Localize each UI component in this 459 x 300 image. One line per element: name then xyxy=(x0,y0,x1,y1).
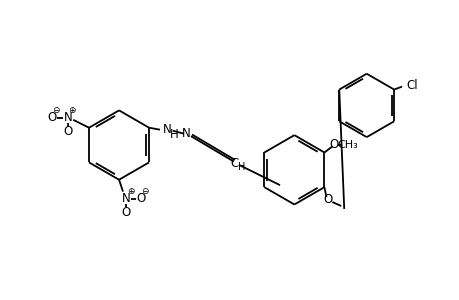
Text: O: O xyxy=(136,192,145,205)
Text: N: N xyxy=(121,192,130,205)
Text: O: O xyxy=(323,193,332,206)
Text: ⊕: ⊕ xyxy=(68,106,76,116)
Text: N: N xyxy=(64,111,73,124)
Text: H: H xyxy=(237,162,245,172)
Text: ⊕: ⊕ xyxy=(127,187,134,196)
Text: O: O xyxy=(63,125,73,138)
Text: N: N xyxy=(182,127,190,140)
Text: H: H xyxy=(169,128,178,141)
Text: O: O xyxy=(48,111,57,124)
Text: C: C xyxy=(230,157,238,169)
Text: Cl: Cl xyxy=(405,79,417,92)
Text: ⊖: ⊖ xyxy=(141,187,148,196)
Text: ⊖: ⊖ xyxy=(52,106,60,116)
Text: N: N xyxy=(162,123,171,136)
Text: O: O xyxy=(329,138,338,151)
Text: CH₃: CH₃ xyxy=(337,140,358,150)
Text: O: O xyxy=(121,206,130,219)
